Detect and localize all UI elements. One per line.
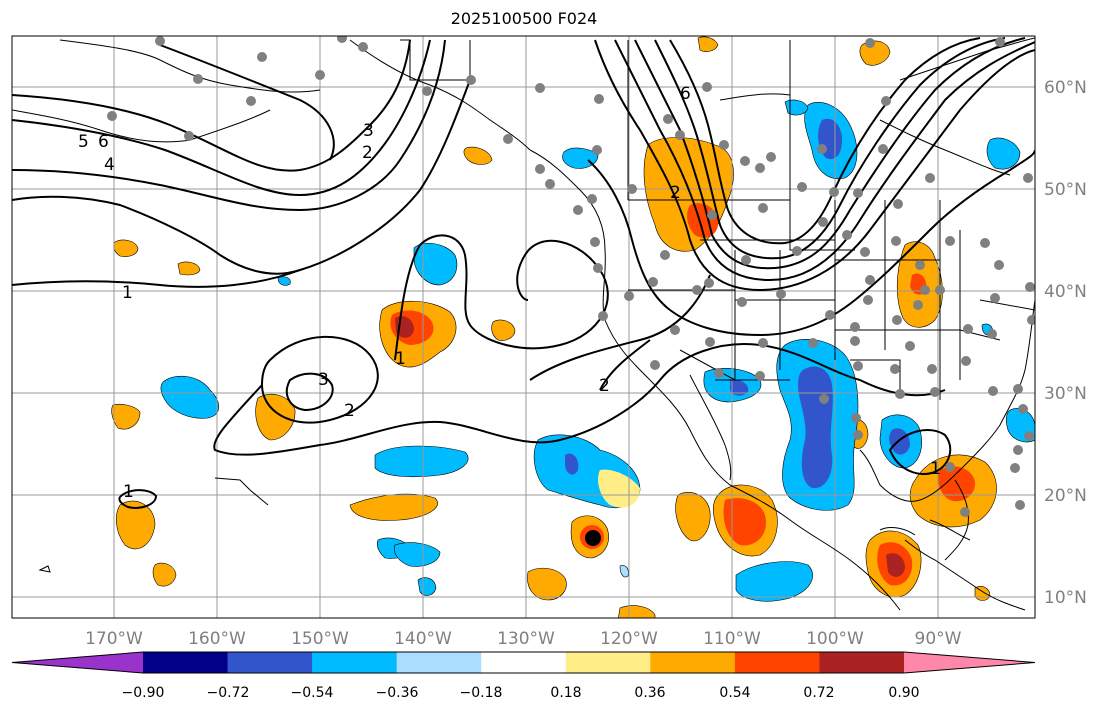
- colorbar-tick-label: −0.54: [291, 685, 334, 701]
- colorbar-segment: [227, 652, 313, 673]
- colorbar-tick-label: −0.36: [376, 685, 419, 701]
- contour-label-group: 5 6 4 1 3 2 2 1 3 2 6 2 1 1: [78, 84, 941, 502]
- height-contours: [12, 37, 1035, 509]
- contour-label: 1: [930, 459, 941, 479]
- colorbar-segment: [481, 652, 567, 673]
- colorbar-tick-label: 0.36: [634, 685, 665, 701]
- contour-label: 6: [98, 132, 109, 152]
- contour-label: 2: [599, 376, 610, 396]
- contour-label: 6: [680, 84, 691, 104]
- anomaly-fields: [111, 36, 1035, 618]
- contour-label: 1: [395, 349, 406, 369]
- colorbar-segment: [819, 652, 905, 673]
- longitude-labels: 170°W 160°W 150°W 140°W 130°W 120°W 110°…: [85, 629, 962, 649]
- lon-label: 100°W: [806, 629, 864, 649]
- colorbar-segment: [396, 652, 482, 673]
- lat-label: 30°N: [1044, 384, 1087, 404]
- lat-label: 10°N: [1044, 588, 1087, 608]
- colorbar-tick-label: 0.72: [803, 685, 834, 701]
- lon-label: 90°W: [915, 629, 962, 649]
- colorbar-tick-labels: −0.90 −0.72 −0.54 −0.36 −0.18 0.18 0.36 …: [122, 685, 920, 701]
- map-frame: [11, 35, 1036, 619]
- lat-label: 40°N: [1044, 282, 1087, 302]
- colorbar-segment: [312, 652, 398, 673]
- lon-label: 110°W: [703, 629, 761, 649]
- lon-label: 140°W: [394, 629, 452, 649]
- colorbar-tick-label: 0.90: [888, 685, 919, 701]
- colorbar-tick-label: 0.18: [550, 685, 581, 701]
- lon-label: 160°W: [188, 629, 246, 649]
- colorbar-tick-label: −0.72: [207, 685, 250, 701]
- contour-label: 1: [123, 482, 134, 502]
- colorbar-extend-low: [12, 652, 143, 673]
- colorbar: [11, 651, 1036, 674]
- colorbar-segment: [650, 652, 736, 673]
- lat-label: 50°N: [1044, 180, 1087, 200]
- contour-label: 4: [104, 155, 115, 175]
- lon-label: 130°W: [497, 629, 555, 649]
- station-markers: [107, 36, 1035, 517]
- colorbar-tick-label: −0.18: [460, 685, 503, 701]
- colorbar-segment: [565, 652, 651, 673]
- lon-label: 120°W: [600, 629, 658, 649]
- contour-label: 3: [318, 370, 329, 390]
- colorbar-tick-label: −0.90: [122, 685, 165, 701]
- colorbar-tick-label: 0.54: [719, 685, 750, 701]
- colorbar-outline: [11, 651, 1036, 674]
- contour-label: 3: [363, 121, 374, 141]
- colorbar-segment: [734, 652, 820, 673]
- contour-label: 1: [122, 283, 133, 303]
- latitude-labels: 60°N 50°N 40°N 30°N 20°N 10°N: [1044, 78, 1087, 608]
- contour-label: 2: [670, 183, 681, 203]
- lat-label: 20°N: [1044, 486, 1087, 506]
- contour-label: 2: [362, 143, 373, 163]
- colorbar-extend-high: [904, 652, 1035, 673]
- colorbar-segment: [143, 652, 229, 673]
- lat-label: 60°N: [1044, 78, 1087, 98]
- lon-label: 170°W: [85, 629, 143, 649]
- lon-label: 150°W: [291, 629, 349, 649]
- contour-label: 5: [78, 132, 89, 152]
- map-title: 2025100500 F024: [450, 9, 598, 28]
- contour-label: 2: [344, 401, 355, 421]
